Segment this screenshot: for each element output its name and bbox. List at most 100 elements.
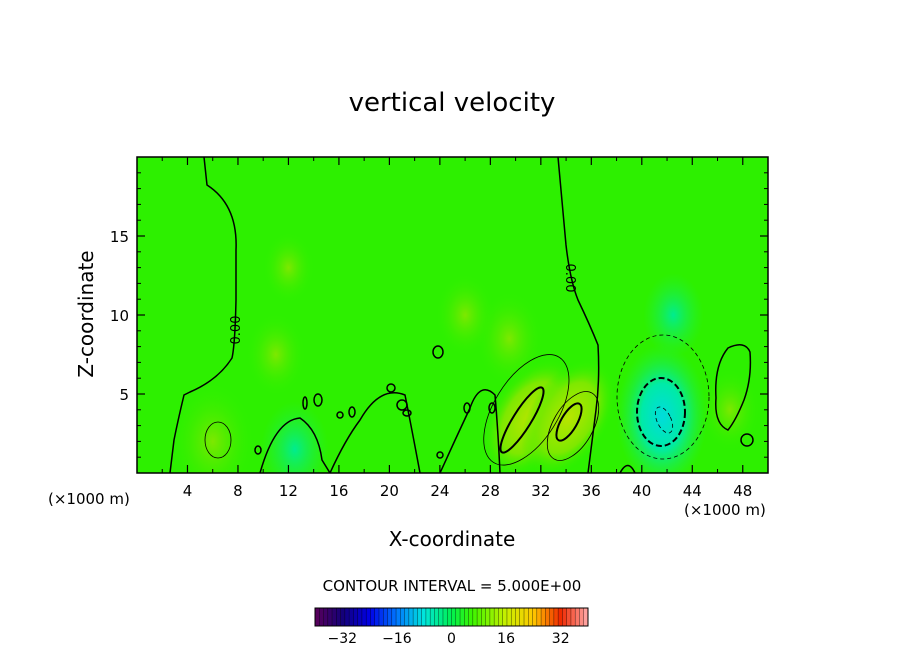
colorbar-cell xyxy=(366,608,371,626)
zero-contour-left xyxy=(169,157,237,473)
colorbar-cell xyxy=(477,608,482,626)
updraft-cell xyxy=(262,231,315,304)
x-tick-label: 16 xyxy=(329,482,348,500)
colorbar-cell xyxy=(498,608,503,626)
zero-contour-label-right: 0.00 xyxy=(562,264,577,293)
colorbar-cell xyxy=(485,608,491,626)
colorbar-cell xyxy=(506,608,512,626)
colorbar-cell xyxy=(336,608,341,626)
y-tick-label: 10 xyxy=(110,307,129,325)
colorbar-cell xyxy=(387,608,393,626)
colorbar-cell xyxy=(370,608,376,626)
colorbar-cell xyxy=(541,608,546,626)
x-tick-label: 44 xyxy=(683,482,702,500)
colorbar-tick-label: −16 xyxy=(382,631,412,647)
updraft-cell xyxy=(435,273,496,357)
colorbar-cell xyxy=(451,608,457,626)
colorbar-cell xyxy=(332,608,337,626)
colorbar-tick-label: 16 xyxy=(497,631,515,647)
updraft-cell xyxy=(520,359,617,473)
plot-area xyxy=(137,157,768,473)
colorbar-cell xyxy=(404,608,410,626)
contour-interval-label: CONTOUR INTERVAL = 5.000E+00 xyxy=(322,577,582,595)
x-tick-label: 8 xyxy=(233,482,243,500)
colorbar-cell xyxy=(489,608,495,626)
colorbar-cell xyxy=(319,608,324,626)
updraft-cell xyxy=(245,312,306,397)
colorbar-cell xyxy=(378,608,384,626)
zero-contour-cell xyxy=(715,344,752,431)
x-tick-label: 36 xyxy=(582,482,601,500)
colorbar-cell xyxy=(562,608,567,626)
x-tick-label: 20 xyxy=(380,482,399,500)
x-tick-label: 48 xyxy=(733,482,752,500)
colorbar: −32 −16 0 16 32 xyxy=(314,607,589,647)
colorbar-cell xyxy=(442,608,448,626)
colorbar-cell xyxy=(558,608,563,626)
zero-contour-right xyxy=(557,157,600,473)
colorbar-tick-label: 32 xyxy=(552,631,570,647)
x-axis-label: X-coordinate xyxy=(388,527,516,551)
colorbar-cell xyxy=(524,608,529,626)
colorbar-cell xyxy=(425,608,431,626)
colorbar-cell xyxy=(349,608,354,626)
colorbar-cell xyxy=(566,608,572,626)
x-tick-label: 12 xyxy=(279,482,298,500)
colorbar-cell xyxy=(583,608,589,626)
y-tick-label: 15 xyxy=(110,228,129,246)
colorbar-tick-label: −32 xyxy=(328,631,358,647)
colorbar-tick-label: 0 xyxy=(447,631,456,647)
colorbar-cell xyxy=(400,608,405,626)
y-axis-label: Z-coordinate xyxy=(74,250,98,378)
colorbar-cell xyxy=(515,608,521,626)
x-axis-unit-left: (×1000 m) xyxy=(48,490,130,508)
downdraft-cell xyxy=(616,344,708,473)
colorbar-cell xyxy=(353,608,358,626)
zero-contour-label-left: 0.00 xyxy=(229,316,244,345)
downdraft-cell xyxy=(643,273,704,357)
colorbar-cell xyxy=(472,608,478,626)
colorbar-cell xyxy=(430,608,435,626)
colorbar-cell xyxy=(323,608,329,626)
colorbar-cell xyxy=(340,608,346,626)
colorbar-frame xyxy=(314,607,589,627)
y-tick-label: 5 xyxy=(119,386,129,404)
colorbar-cell xyxy=(408,608,414,626)
colorbar-cell xyxy=(413,608,418,626)
colorbar-cell xyxy=(357,608,363,626)
colorbar-cell xyxy=(374,608,380,626)
colorbar-cell xyxy=(494,608,499,626)
x-tick-label: 28 xyxy=(481,482,500,500)
chart-title: vertical velocity xyxy=(348,88,556,118)
updraft-cell xyxy=(700,367,761,452)
colorbar-cell xyxy=(570,608,576,626)
colorbar-cell xyxy=(417,608,422,626)
colorbar-cell xyxy=(545,608,550,626)
colorbar-cell xyxy=(468,608,474,626)
colorbar-cell xyxy=(460,608,465,626)
colorbar-cell xyxy=(361,608,367,626)
updraft-cell xyxy=(170,381,255,473)
colorbar-cell xyxy=(455,608,461,626)
y-axis: 5 10 15 xyxy=(110,172,768,458)
colorbar-cell xyxy=(447,608,452,626)
colorbar-cell xyxy=(391,608,397,626)
downdraft-cell xyxy=(260,401,329,473)
x-tick-label: 24 xyxy=(430,482,449,500)
colorbar-cell xyxy=(579,608,585,626)
colorbar-cell xyxy=(528,608,533,626)
colorbar-cell xyxy=(327,608,333,626)
colorbar-cell xyxy=(396,608,401,626)
colorbar-cell xyxy=(383,608,388,626)
colorbar-cell xyxy=(438,608,444,626)
colorbar-cell xyxy=(519,608,525,626)
x-axis: 4 8 12 16 20 24 28 32 36 40 44 48 xyxy=(161,157,752,500)
colorbar-cell xyxy=(575,608,580,626)
x-tick-label: 40 xyxy=(632,482,651,500)
colorbar-cell xyxy=(511,608,516,626)
colorbar-cell xyxy=(532,608,538,626)
colorbar-cell xyxy=(344,608,350,626)
colorbar-cell xyxy=(434,608,440,626)
zero-contour-fragments xyxy=(259,389,636,473)
